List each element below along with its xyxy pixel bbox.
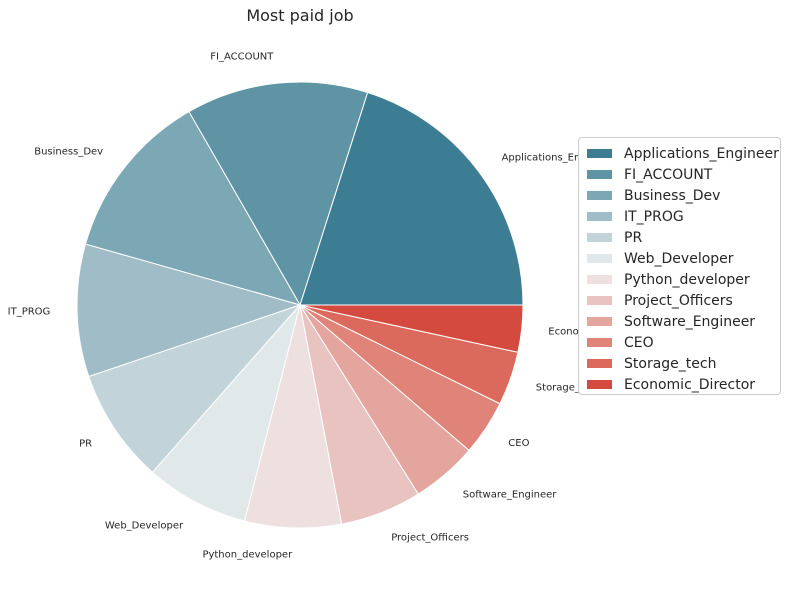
legend-item-applications-engineer: Applications_Engineer	[587, 143, 780, 164]
legend-label: Software_Engineer	[624, 313, 756, 330]
pie-slice-applications-engineer	[299, 91, 524, 306]
legend-label: Economic_Director	[624, 376, 756, 393]
slice-label-web-developer: Web_Developer	[105, 521, 184, 532]
legend-item-fi-account: FI_ACCOUNT	[587, 164, 780, 185]
legend-item-web-developer: Web_Developer	[587, 248, 780, 269]
slice-label-applications-engineer: Applications_Engineer	[502, 153, 614, 164]
slice-label-ceo: CEO	[508, 438, 529, 449]
pie-slice-pr	[88, 303, 302, 473]
legend-swatch	[587, 191, 612, 200]
legend-label: IT_PROG	[624, 208, 684, 225]
legend-item-ceo: CEO	[587, 332, 780, 353]
legend-label: Storage_tech	[624, 355, 717, 372]
legend-label: Python_developer	[624, 271, 750, 288]
slice-label-python-developer: Python_developer	[202, 550, 293, 561]
slice-label-project-officers: Project_Officers	[391, 533, 469, 544]
legend-swatch	[587, 275, 612, 284]
legend-item-project-officers: Project_Officers	[587, 290, 780, 311]
legend-swatch	[587, 170, 612, 179]
legend-swatch	[587, 338, 612, 347]
legend-swatch	[587, 296, 612, 305]
legend-item-software-engineer: Software_Engineer	[587, 311, 780, 332]
legend-swatch	[587, 380, 612, 389]
legend-label: Business_Dev	[624, 187, 721, 204]
legend-item-storage-tech: Storage_tech	[587, 353, 780, 374]
legend-label: Web_Developer	[624, 250, 734, 267]
pie-slice-business-dev	[84, 110, 302, 306]
legend-label: Project_Officers	[624, 292, 733, 309]
legend-swatch	[587, 212, 612, 221]
slice-label-fi-account: FI_ACCOUNT	[210, 52, 274, 63]
pie-slice-web-developer	[151, 304, 301, 522]
legend: Applications_Engineer FI_ACCOUNT Business_…	[578, 137, 781, 395]
pie-slices	[76, 81, 524, 529]
legend-label: Applications_Engineer	[624, 145, 779, 162]
pie-slice-economic-director	[299, 304, 524, 353]
legend-swatch	[587, 149, 612, 158]
legend-swatch	[587, 233, 612, 242]
pie-slice-it-prog	[76, 243, 302, 378]
legend-item-python-developer: Python_developer	[587, 269, 780, 290]
legend-label: CEO	[624, 334, 654, 351]
slice-label-it-prog: IT_PROG	[8, 306, 51, 317]
chart-title: Most paid job	[246, 6, 353, 25]
legend-item-business-dev: Business_Dev	[587, 185, 780, 206]
legend-label: FI_ACCOUNT	[624, 166, 713, 183]
legend-item-economic-director: Economic_Director	[587, 374, 780, 395]
slice-label-pr: PR	[79, 438, 92, 449]
legend-swatch	[587, 359, 612, 368]
slice-label-storage-tech: Storage_tech	[536, 382, 602, 393]
legend-item-pr: PR	[587, 227, 780, 248]
legend-item-it-prog: IT_PROG	[587, 206, 780, 227]
legend-swatch	[587, 317, 612, 326]
slice-label-business-dev: Business_Dev	[34, 146, 103, 157]
pie-slice-fi-account	[188, 81, 369, 307]
legend-label: PR	[624, 229, 643, 246]
legend-swatch	[587, 254, 612, 263]
slice-label-software-engineer: Software_Engineer	[463, 489, 558, 500]
